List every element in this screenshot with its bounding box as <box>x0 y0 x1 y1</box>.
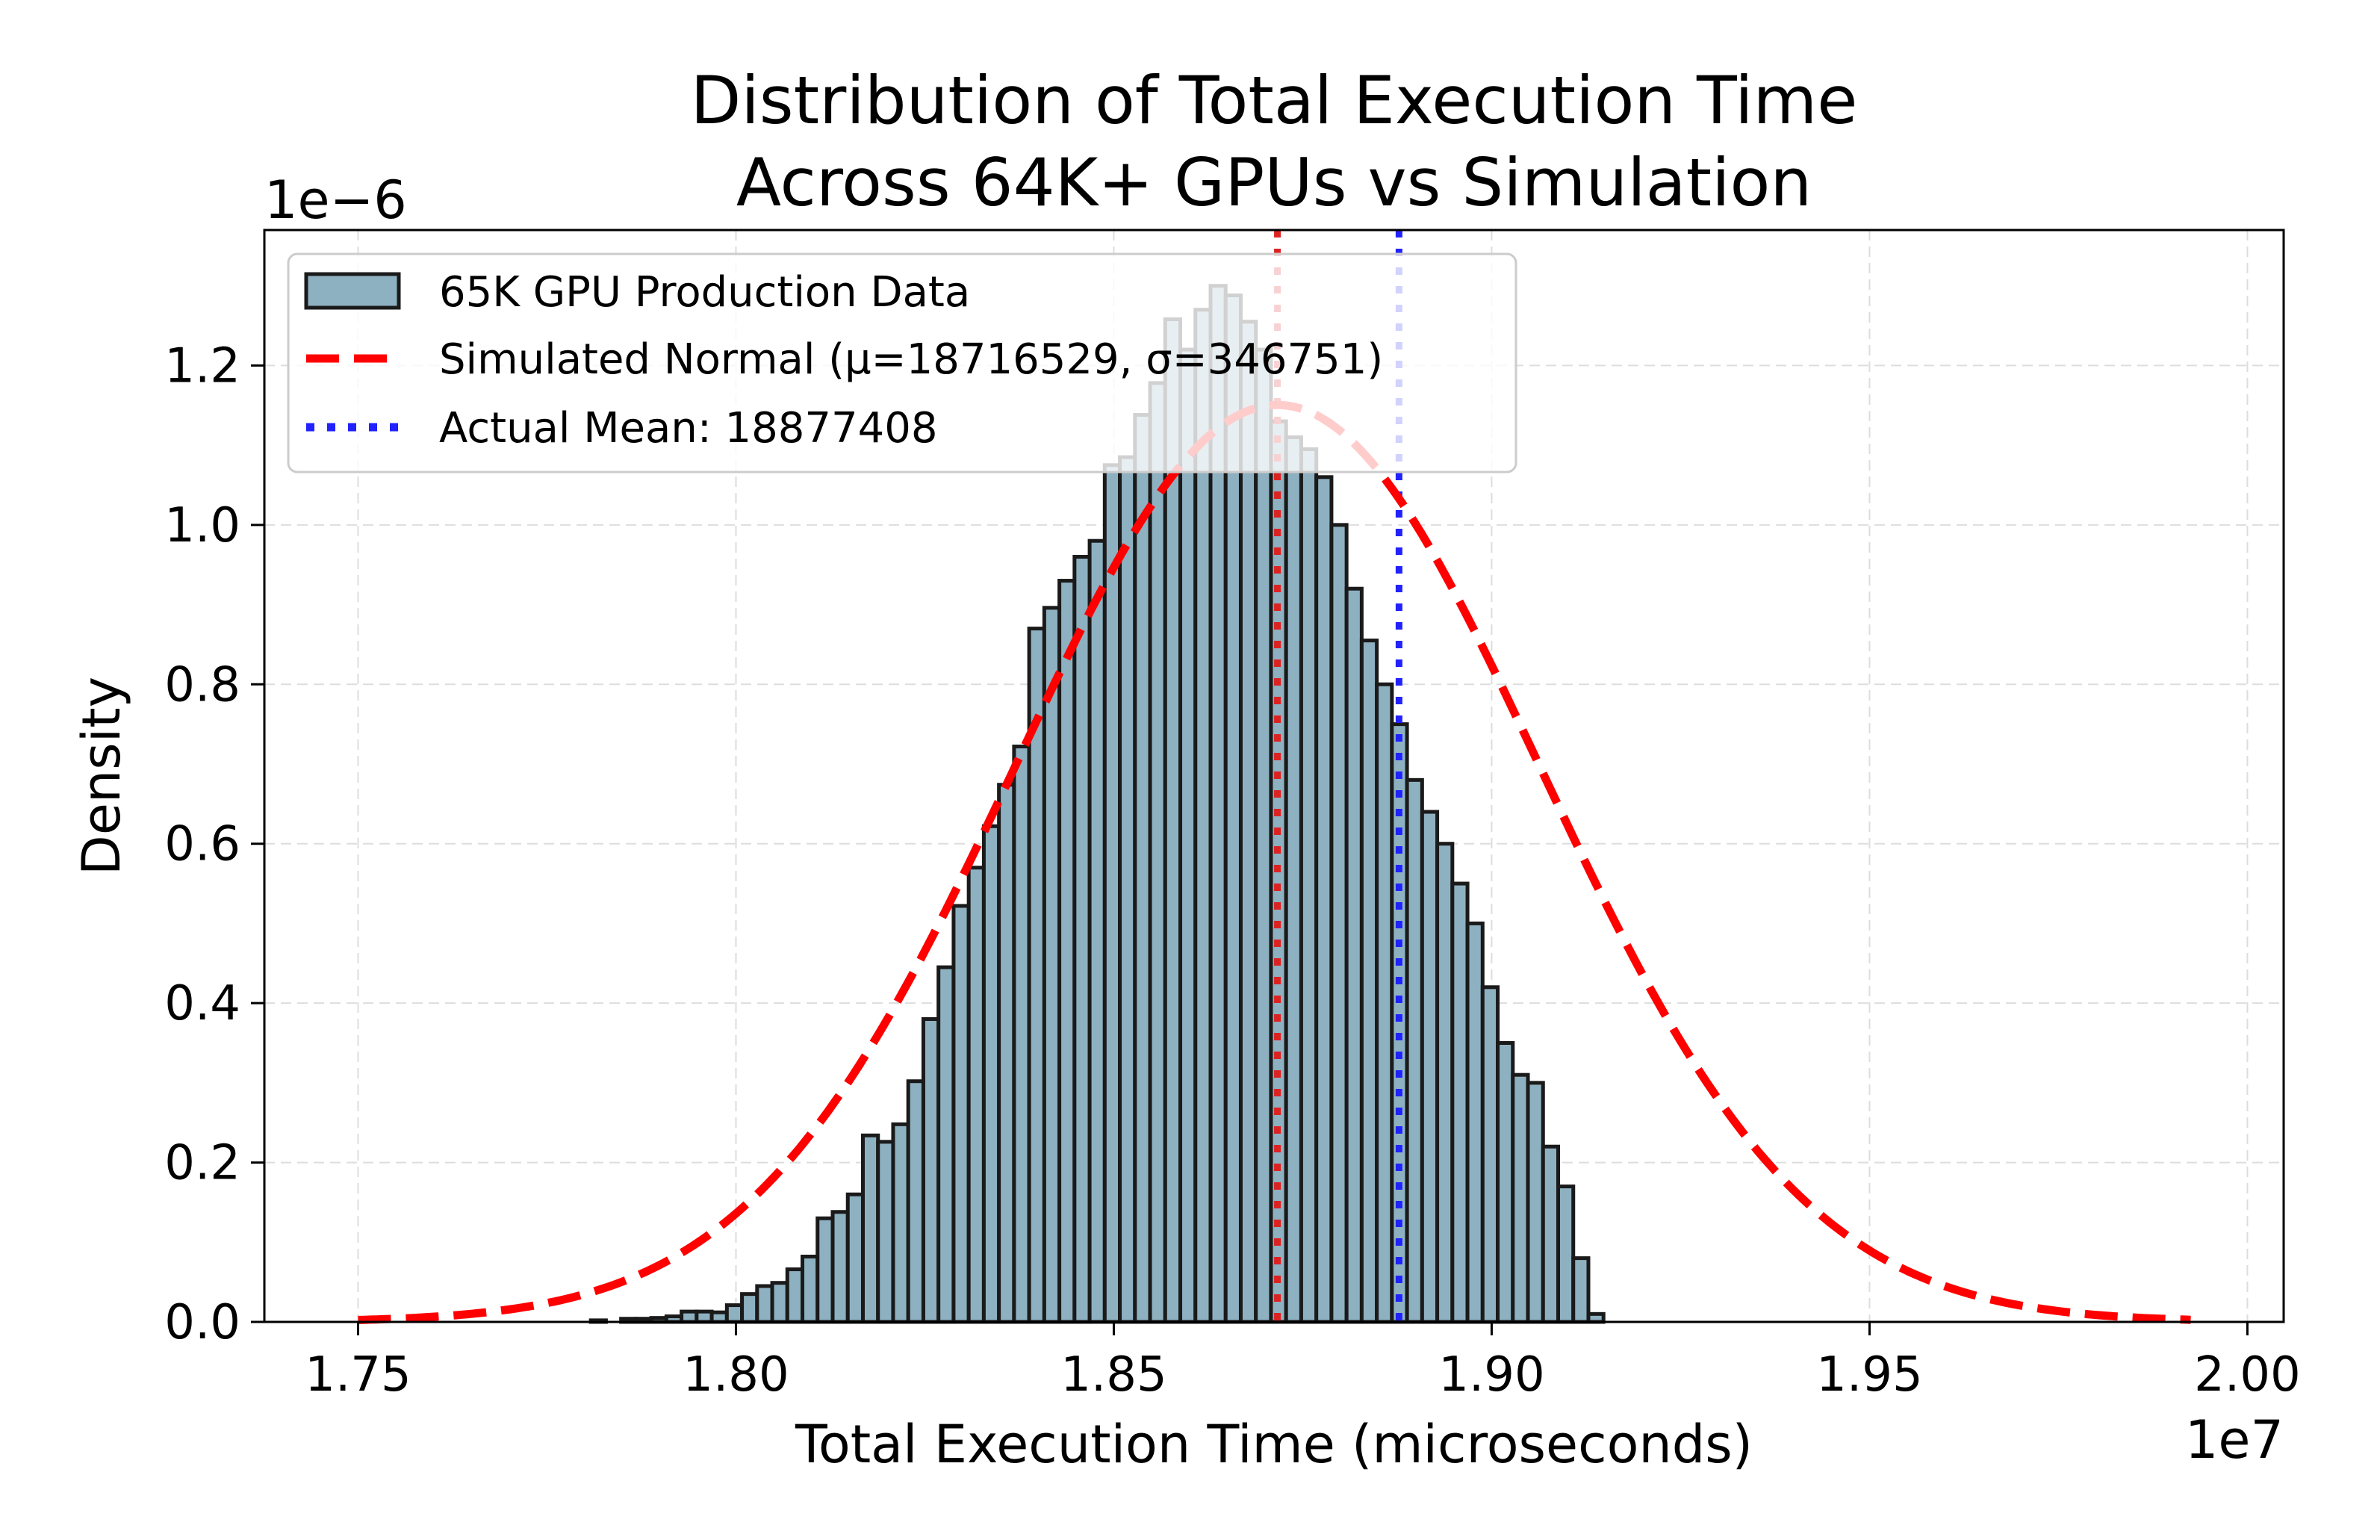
histogram-bar <box>680 1309 699 1324</box>
histogram-bar <box>1541 1144 1561 1324</box>
histogram-bar <box>1118 455 1137 1324</box>
x-tick-label: 1.90 <box>1438 1347 1545 1403</box>
histogram-bar <box>1314 475 1334 1324</box>
histogram-bar <box>1148 381 1167 1324</box>
histogram-bar <box>951 904 971 1324</box>
histogram-bar <box>830 1210 850 1324</box>
y-offset-label: 1e−6 <box>264 170 407 231</box>
histogram-bar <box>1556 1185 1576 1324</box>
histogram-bar <box>1299 447 1319 1324</box>
histogram-bar <box>966 866 986 1324</box>
histogram-bar <box>997 783 1016 1324</box>
histogram-bar <box>785 1267 805 1324</box>
histogram-bar <box>1133 413 1152 1324</box>
y-tick-label: 0.8 <box>164 657 240 712</box>
histogram-bar <box>860 1133 880 1324</box>
histogram-bar <box>770 1281 789 1324</box>
histogram-bar <box>1254 347 1273 1324</box>
histogram-bar <box>906 1079 925 1324</box>
histogram-bar <box>1072 555 1092 1324</box>
x-tick-label: 1.75 <box>305 1347 411 1403</box>
histogram-bar <box>1586 1311 1606 1324</box>
y-tick-label: 1.0 <box>164 498 240 553</box>
histogram-bar <box>1329 523 1349 1324</box>
histogram-bar <box>695 1309 714 1324</box>
x-tick-label: 2.00 <box>2194 1347 2301 1403</box>
histogram-bar <box>1465 921 1485 1324</box>
histogram-bar <box>936 965 956 1324</box>
histogram-bar <box>1420 810 1440 1324</box>
histogram-bar <box>815 1216 835 1324</box>
legend-swatch-histogram <box>304 272 401 310</box>
histogram-bar <box>1284 435 1303 1324</box>
histogram-bar <box>1375 682 1394 1324</box>
histogram-bar <box>801 1254 820 1324</box>
histogram-bar <box>1480 985 1500 1324</box>
x-tick-label: 1.95 <box>1816 1347 1923 1403</box>
mean-lines <box>1274 230 1402 1322</box>
histogram-bar <box>1571 1256 1591 1324</box>
y-tick-label: 0.2 <box>164 1136 240 1191</box>
histogram-bar <box>1042 606 1062 1324</box>
histogram-bar <box>724 1303 745 1324</box>
histogram-bar <box>1496 1040 1515 1324</box>
histogram-bar <box>921 1016 941 1324</box>
chart-title-line-2: Across 64K+ GPUs vs Simulation <box>736 144 1812 221</box>
histogram-bar <box>845 1192 865 1324</box>
histogram-bar <box>1405 777 1424 1324</box>
histogram-bar <box>981 824 1001 1324</box>
histogram-bar <box>876 1140 895 1324</box>
histogram-bar <box>755 1284 774 1324</box>
y-tick-label: 1.2 <box>164 338 240 394</box>
histogram-bar <box>1526 1081 1545 1324</box>
x-offset-label: 1e7 <box>2185 1409 2284 1471</box>
legend-label-histogram: 65K GPU Production Data <box>439 268 970 317</box>
histogram-bar <box>1012 745 1031 1324</box>
histogram-bar <box>1344 586 1364 1324</box>
histogram-bar <box>1450 881 1470 1324</box>
histogram-bar <box>1359 639 1379 1324</box>
y-tick-label: 0.6 <box>164 817 240 872</box>
histogram-bar <box>1102 463 1122 1324</box>
histogram-bar <box>1511 1072 1530 1324</box>
legend-label-actual-mean: Actual Mean: 18877408 <box>439 404 938 453</box>
legend-label-normal-curve: Simulated Normal (μ=18716529, σ=346751) <box>439 335 1383 384</box>
histogram-bar <box>891 1122 910 1324</box>
y-axis-label: Density <box>71 677 132 875</box>
chart-title-line-1: Distribution of Total Execution Time <box>691 62 1858 139</box>
y-tick-label: 0.4 <box>164 976 240 1031</box>
x-tick-label: 1.85 <box>1060 1347 1167 1403</box>
histogram-bar <box>1087 538 1107 1324</box>
histogram-bar <box>740 1292 759 1324</box>
histogram-bar <box>1178 347 1198 1324</box>
legend-frame <box>287 252 1517 474</box>
plot-frame <box>263 229 2285 1323</box>
histogram-bar <box>1435 842 1455 1324</box>
legend: 65K GPU Production Data Simulated Normal… <box>287 252 1517 474</box>
y-tick-label: 0.0 <box>164 1295 240 1350</box>
axis-ticks: 1.75 1.80 1.85 1.90 1.95 2.00 0.0 0.2 0.4 0.6 0.8 1… <box>164 338 2300 1403</box>
x-axis-label: Total Execution Time (microseconds) <box>795 1414 1753 1475</box>
x-tick-label: 1.80 <box>683 1347 789 1403</box>
histogram-bar <box>709 1310 729 1324</box>
histogram-bar <box>1057 579 1077 1324</box>
